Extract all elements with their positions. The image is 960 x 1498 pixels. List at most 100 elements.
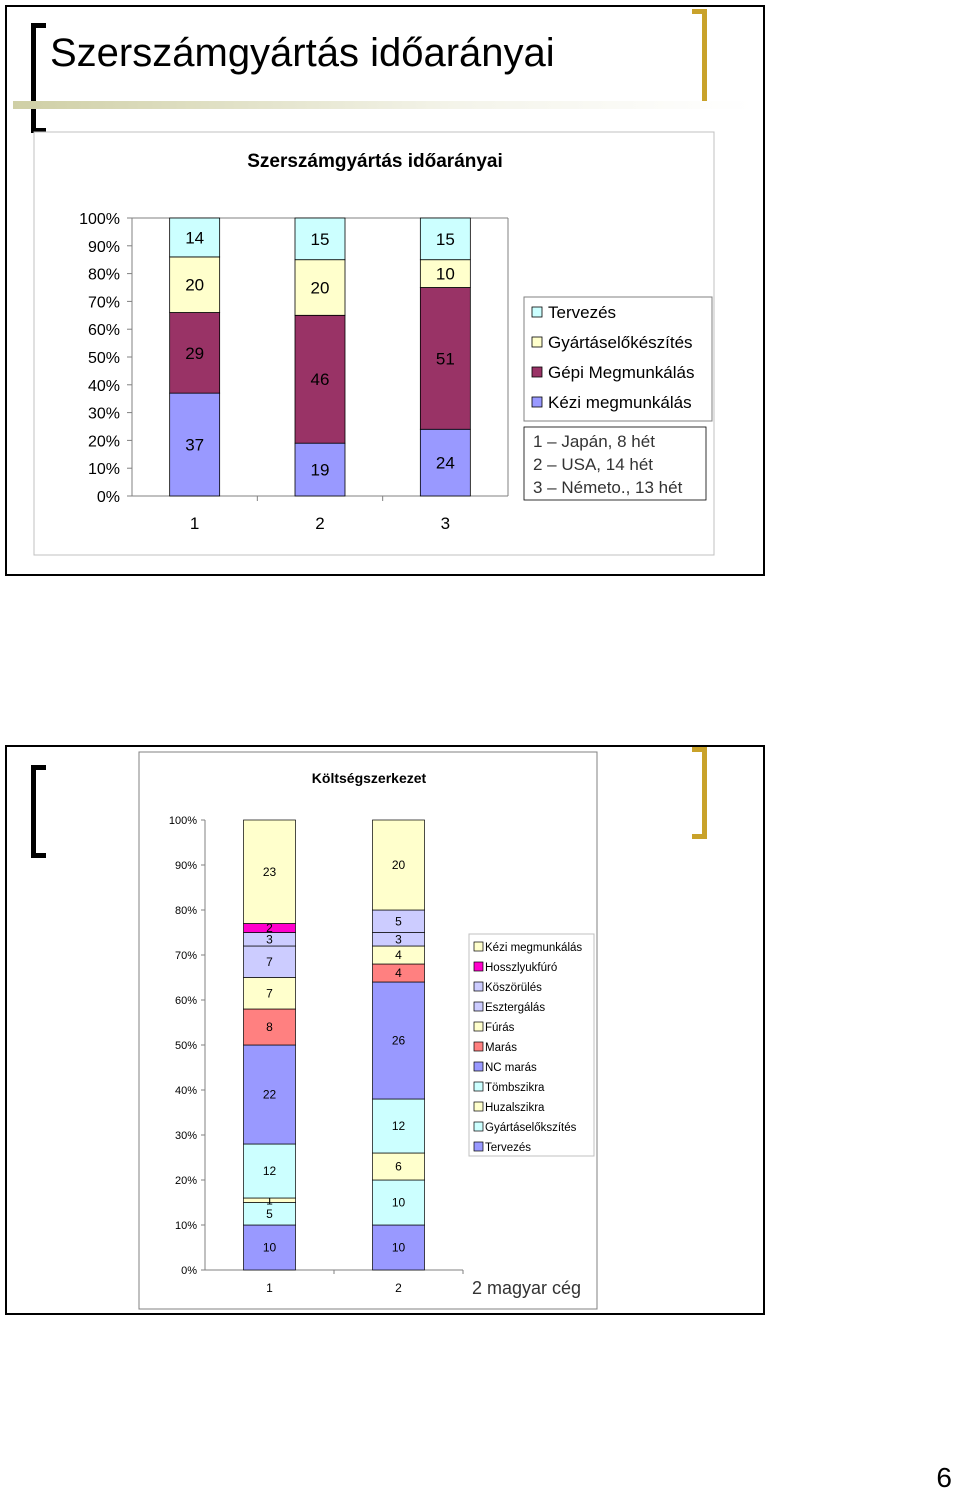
- legend-swatch: [473, 961, 484, 972]
- note-text: 2 magyar cég: [472, 1278, 581, 1298]
- y-tick-label: 50%: [175, 1040, 197, 1052]
- data-label: 12: [392, 1119, 406, 1133]
- legend-swatch: [531, 306, 543, 318]
- bar-segment: [372, 981, 425, 1100]
- y-tick-label: 10%: [88, 461, 120, 478]
- left-bracket-decoration: [31, 765, 46, 858]
- y-tick-label: 40%: [175, 1085, 197, 1097]
- data-label: 20: [392, 858, 406, 872]
- legend-label: Marás: [485, 1042, 517, 1054]
- legend-swatch: [473, 1061, 484, 1072]
- data-label: 19: [311, 461, 330, 480]
- data-label: 20: [185, 276, 204, 295]
- left-bracket-decoration: [31, 23, 46, 133]
- y-tick-label: 40%: [88, 378, 120, 395]
- data-label: 24: [436, 454, 455, 473]
- data-label: 4: [395, 966, 402, 980]
- legend-label: Kézi megmunkálás: [485, 942, 582, 954]
- y-tick-label: 80%: [88, 267, 120, 284]
- y-tick-label: 70%: [88, 294, 120, 311]
- data-label: 37: [185, 436, 204, 455]
- bar-segment: [169, 256, 221, 313]
- bar-segment: [372, 819, 425, 911]
- data-label: 23: [263, 865, 277, 879]
- slide-time-proportions: Szerszámgyártás időarányai Szerszámgyárt…: [5, 5, 765, 576]
- bar-segment: [294, 314, 346, 444]
- legend-label: Esztergálás: [485, 1002, 545, 1014]
- legend-swatch: [473, 1021, 484, 1032]
- bar-segment: [294, 217, 346, 261]
- title-underline: [13, 101, 753, 109]
- y-tick-label: 80%: [175, 905, 197, 917]
- chart-title: Költségszerkezet: [312, 770, 427, 786]
- y-tick-label: 90%: [175, 860, 197, 872]
- legend-swatch: [473, 981, 484, 992]
- legend-box: [468, 933, 595, 1157]
- data-label: 10: [392, 1241, 406, 1255]
- data-label: 7: [266, 986, 273, 1000]
- y-tick-label: 0%: [97, 489, 120, 506]
- legend-swatch: [473, 1101, 484, 1112]
- legend-swatch: [531, 336, 543, 348]
- legend-label: NC marás: [485, 1062, 537, 1074]
- bar-segment: [419, 217, 471, 261]
- bar-segment: [243, 1008, 296, 1046]
- legend-swatch: [531, 396, 543, 408]
- x-tick-label: 1: [190, 514, 199, 533]
- y-tick-label: 90%: [88, 239, 120, 256]
- data-label: 51: [436, 349, 455, 368]
- bar-segment: [169, 217, 221, 258]
- note-line: 2 – USA, 14 hét: [533, 455, 653, 474]
- data-label: 10: [392, 1196, 406, 1210]
- data-label: 8: [266, 1020, 273, 1034]
- chart-cost-structure: Költségszerkezet 0% 10% 20% 30% 40% 50% 60% 70% 8…: [138, 751, 598, 1310]
- note-line: 1 – Japán, 8 hét: [533, 432, 655, 451]
- legend-label: Gyártáselőkszítés: [485, 1122, 577, 1134]
- chart-time-proportions: Szerszámgyártás időarányai 0% 10% 20% 30% 40%…: [33, 131, 715, 556]
- bar-segment: [419, 287, 471, 430]
- data-label: 15: [311, 230, 330, 249]
- y-tick-label: 100%: [79, 211, 120, 228]
- bar-segment: [243, 1224, 296, 1271]
- x-tick-label: 3: [441, 514, 450, 533]
- data-label: 10: [263, 1241, 277, 1255]
- y-tick-label: 20%: [175, 1175, 197, 1187]
- data-label: 26: [392, 1034, 406, 1048]
- legend-box: [523, 296, 713, 422]
- data-label: 46: [311, 370, 330, 389]
- bar-segment: [372, 1179, 425, 1226]
- data-label: 3: [395, 932, 402, 946]
- data-label: 4: [395, 948, 402, 962]
- data-label: 5: [395, 914, 402, 928]
- y-tick-label: 0%: [181, 1265, 197, 1277]
- y-tick-label: 30%: [88, 406, 120, 423]
- legend-label: Tervezés: [548, 303, 616, 322]
- bar-segment: [294, 442, 346, 497]
- data-label: 6: [395, 1160, 402, 1174]
- data-label: 14: [185, 228, 204, 247]
- data-label: 3: [266, 932, 273, 946]
- data-label: 7: [266, 955, 273, 969]
- y-tick-label: 10%: [175, 1220, 197, 1232]
- y-tick-label: 50%: [88, 350, 120, 367]
- bar-segment: [243, 819, 296, 924]
- bar-segment: [372, 1224, 425, 1271]
- data-label: 15: [436, 230, 455, 249]
- bar-segment: [243, 1143, 296, 1199]
- legend-label: Kézi megmunkálás: [548, 393, 692, 412]
- legend-swatch: [531, 366, 543, 378]
- y-tick-label: 60%: [88, 322, 120, 339]
- slide-title: Szerszámgyártás időarányai: [50, 31, 555, 75]
- legend-label: Gépi Megmunkálás: [548, 363, 694, 382]
- note-box: [523, 426, 707, 501]
- page-number: 6: [936, 1462, 952, 1493]
- x-tick-label: 1: [266, 1281, 273, 1295]
- note-line: 3 – Németo., 13 hét: [533, 478, 683, 497]
- legend-label: Gyártáselőkészítés: [548, 333, 693, 352]
- legend-swatch: [473, 1141, 484, 1152]
- data-label: 20: [311, 279, 330, 298]
- legend-label: Fúrás: [485, 1022, 515, 1034]
- bar-segment: [294, 259, 346, 316]
- x-tick-label: 2: [315, 514, 324, 533]
- x-tick-label: 2: [395, 1281, 402, 1295]
